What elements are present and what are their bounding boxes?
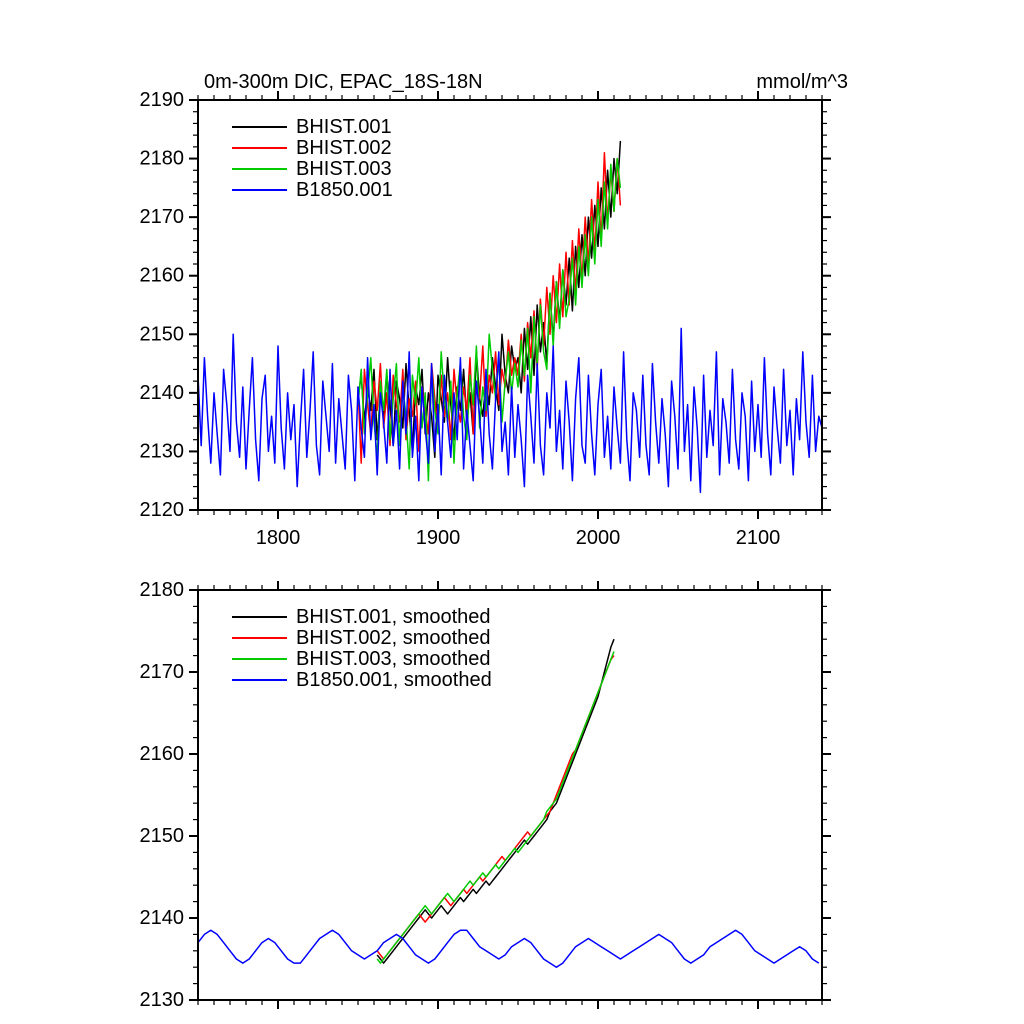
- plot-frame: [197, 589, 823, 1001]
- x-tick-label: 2100: [736, 527, 781, 549]
- y-tick-label: 2160: [140, 743, 185, 765]
- x-tick-label: 1800: [256, 527, 301, 549]
- panel-2: 2130 2140 2150 2160 2170 2180 BHIST.001, smoot…: [140, 579, 831, 1011]
- legend-label: BHIST.002, smoothed: [296, 627, 491, 649]
- y-tick-label: 2150: [140, 825, 185, 847]
- series-BHIST.003-smoothed: [376, 651, 615, 964]
- y-tick-label: 2130: [140, 440, 185, 462]
- chart-title: 0m-300m DIC, EPAC_18S-18N: [204, 71, 483, 93]
- legend-label: BHIST.003, smoothed: [296, 648, 491, 670]
- series-B1850.001-smoothed: [197, 929, 820, 968]
- axis-labels: 2130 2140 2150 2160 2170 2180: [140, 579, 185, 1011]
- legend-label: BHIST.003: [296, 158, 392, 180]
- series-B1850.001: [197, 327, 823, 494]
- plot-frame: [197, 99, 823, 511]
- x-tick-label: 2000: [576, 527, 621, 549]
- legend-label: B1850.001: [296, 179, 393, 201]
- panel-1: 2120 2130 2140 2150 2160 2170 2180 2190 1800 1900…: [140, 71, 849, 549]
- units-label: mmol/m^3: [756, 71, 848, 93]
- axis-labels: 2120 2130 2140 2150 2160 2170 2180 2190 1800 1900…: [140, 71, 849, 549]
- y-tick-label: 2160: [140, 265, 185, 287]
- y-tick-label: 2140: [140, 382, 185, 404]
- axis-ticks: [189, 91, 831, 519]
- legend-label: BHIST.001: [296, 116, 392, 138]
- axis-ticks: [189, 581, 831, 1009]
- y-tick-label: 2180: [140, 148, 185, 170]
- legend-label: B1850.001, smoothed: [296, 669, 492, 691]
- y-tick-label: 2170: [140, 206, 185, 228]
- y-tick-label: 2140: [140, 907, 185, 929]
- series-BHIST.001-smoothed: [376, 638, 615, 964]
- y-tick-label: 2150: [140, 323, 185, 345]
- y-tick-label: 2130: [140, 989, 185, 1011]
- x-tick-label: 1900: [416, 527, 461, 549]
- y-tick-label: 2190: [140, 89, 185, 111]
- y-tick-label: 2180: [140, 579, 185, 601]
- legend-label: BHIST.002: [296, 137, 392, 159]
- y-tick-label: 2120: [140, 499, 185, 521]
- y-tick-label: 2170: [140, 661, 185, 683]
- legend-label: BHIST.001, smoothed: [296, 606, 491, 628]
- series-BHIST.002-smoothed: [376, 655, 615, 960]
